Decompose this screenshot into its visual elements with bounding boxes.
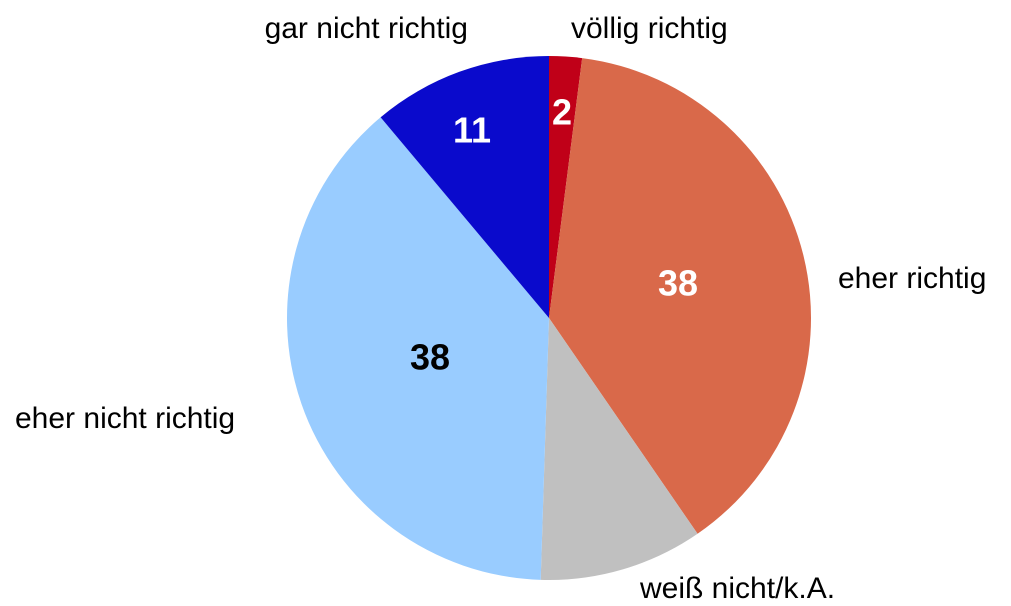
category-label: völlig richtig [571,12,728,45]
category-label: eher nicht richtig [15,402,235,435]
category-label: gar nicht richtig [265,12,468,45]
pie-slice [549,58,811,534]
value-label: 11 [453,110,491,151]
pie-slice [549,56,583,318]
value-label: 38 [658,263,698,304]
value-label: 2 [552,92,572,133]
pie-slice [540,318,698,580]
category-label: weiß nicht/k.A. [639,572,835,605]
pie-slice [380,56,549,318]
pie-slice [286,117,549,580]
category-label: eher richtig [838,262,986,295]
value-label: 38 [410,337,450,378]
